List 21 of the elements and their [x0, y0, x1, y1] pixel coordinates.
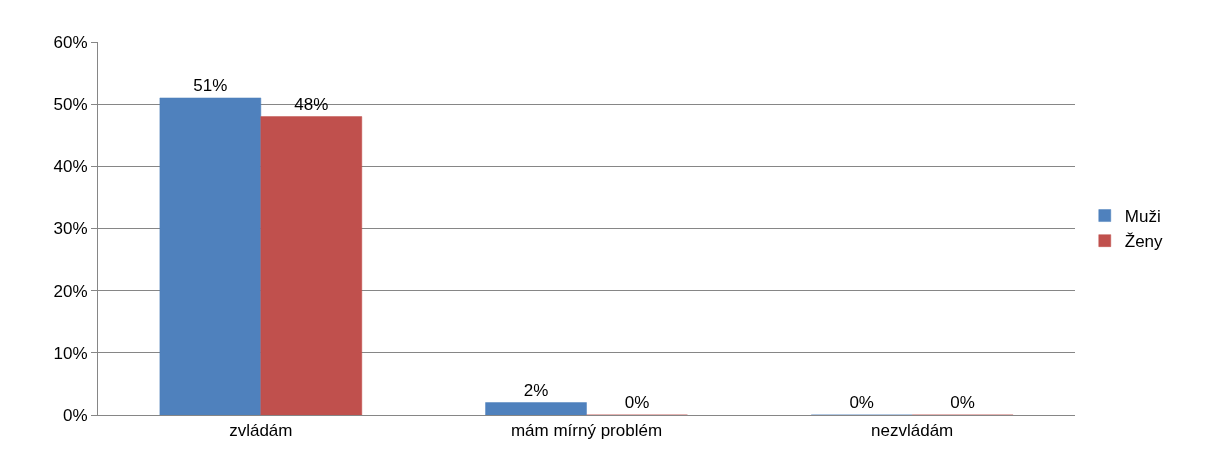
data-label: 48%: [294, 94, 329, 114]
x-tick-label: mám mírný problém: [510, 421, 663, 441]
y-tick-label: 0%: [63, 405, 88, 425]
bar: [260, 116, 363, 415]
y-tick-label: 50%: [53, 95, 88, 115]
y-tick-label: 60%: [53, 32, 88, 52]
y-tick-label: 10%: [53, 343, 88, 363]
y-tick-label: 40%: [53, 157, 88, 177]
bar: [159, 97, 262, 415]
x-tick-label: nezvládám: [871, 421, 954, 441]
data-label: 0%: [950, 393, 975, 412]
data-label: 0%: [849, 393, 874, 412]
data-label: 0%: [624, 393, 650, 412]
y-tick-label: 20%: [53, 281, 88, 301]
data-label: 2%: [523, 380, 549, 400]
legend-label: Muži: [1124, 207, 1161, 227]
data-label: 51%: [193, 75, 228, 95]
legend-label: Ženy: [1124, 232, 1164, 252]
y-tick-label: 30%: [53, 219, 88, 239]
x-tick-label: zvládám: [229, 421, 293, 441]
bar: [485, 402, 587, 415]
